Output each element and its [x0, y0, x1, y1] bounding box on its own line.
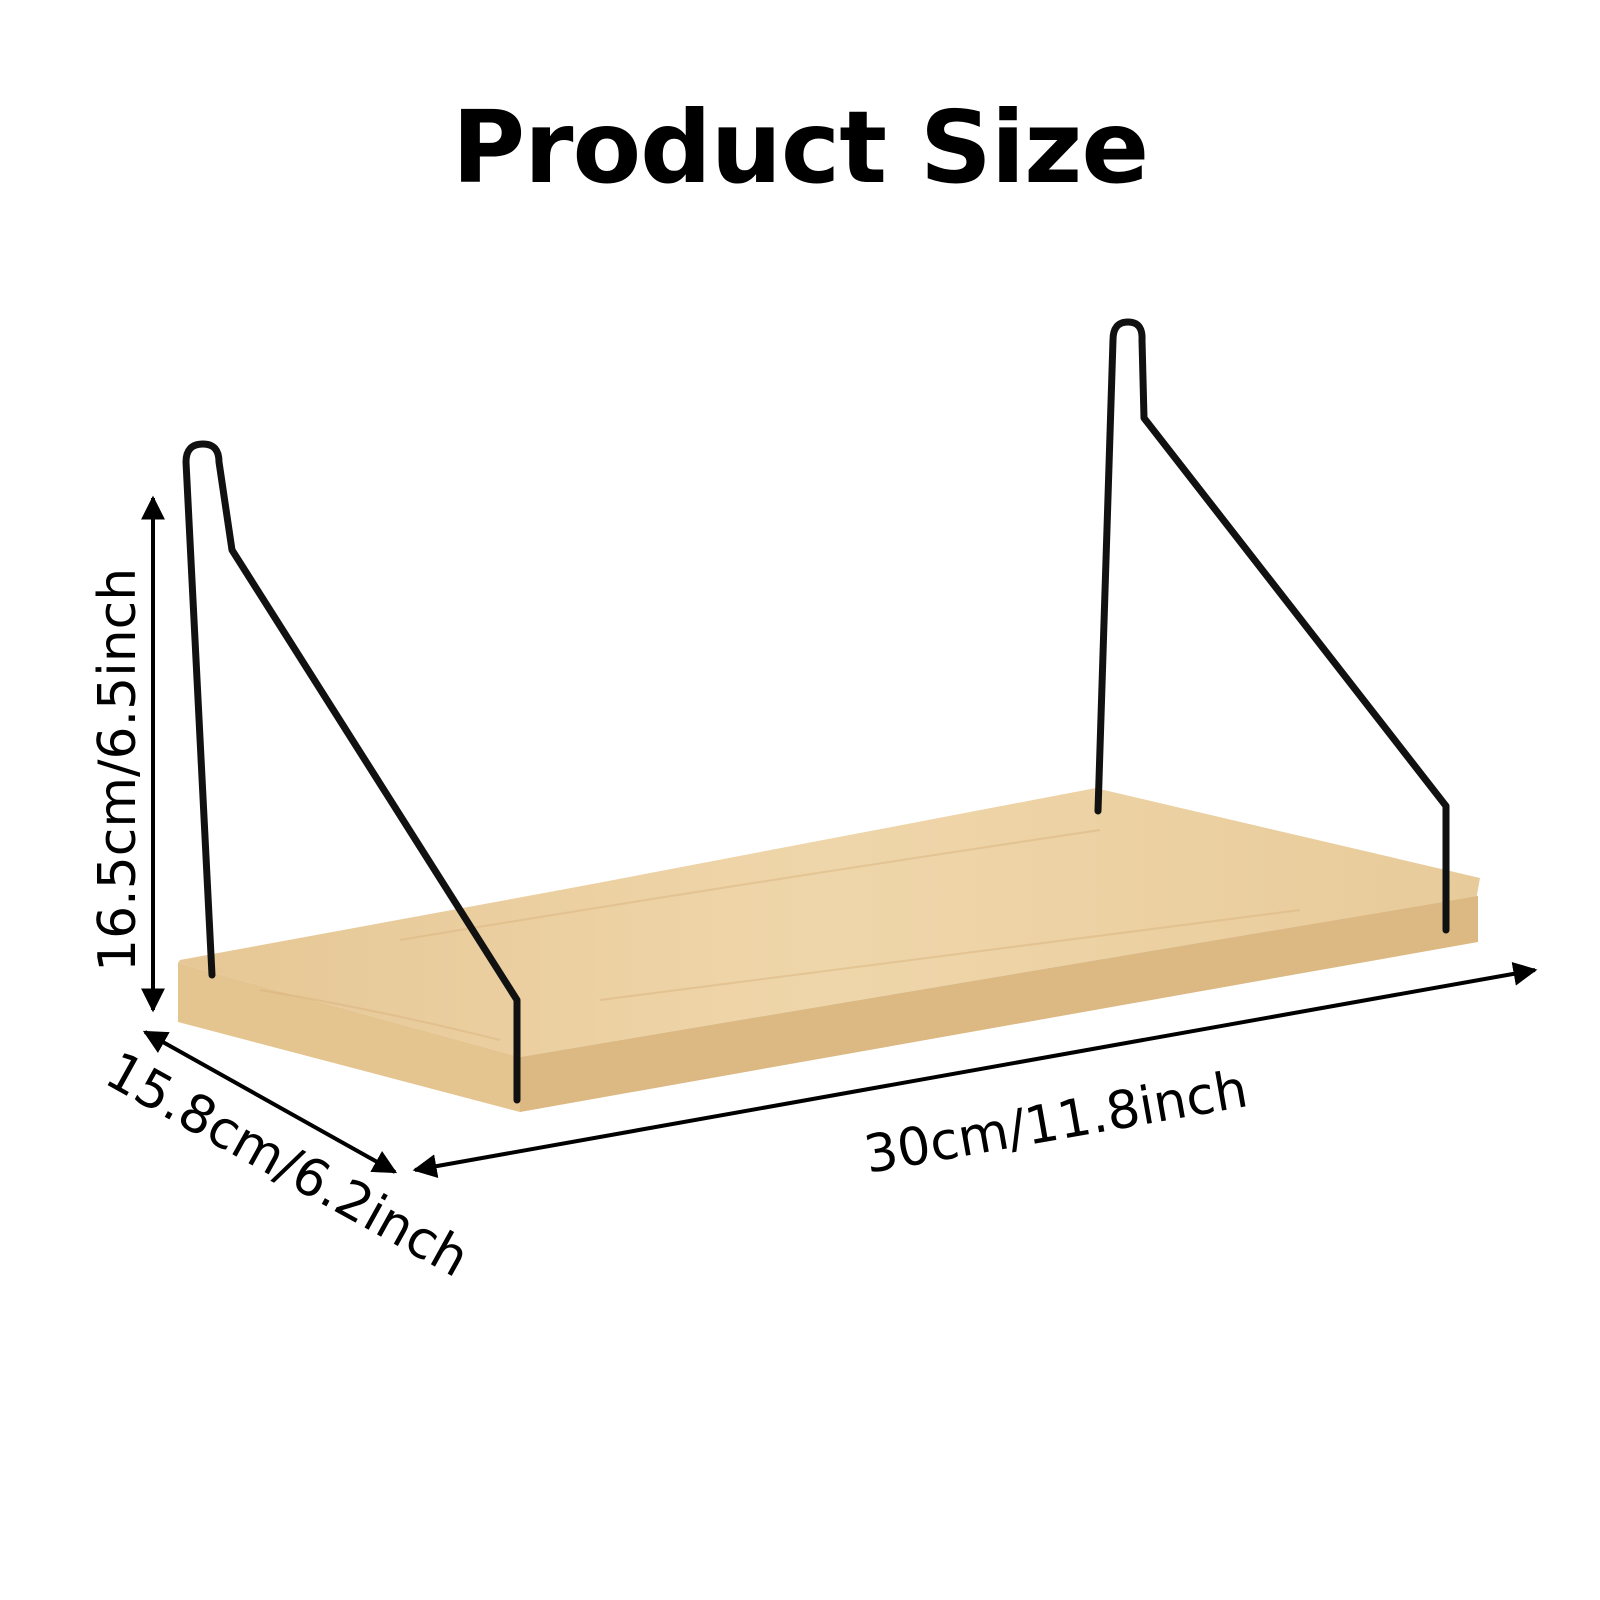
height-dimension-label: 16.5cm/6.5inch [88, 568, 148, 972]
wooden-shelf-board [178, 788, 1480, 1112]
width-dimension-arrow [412, 961, 1538, 1179]
depth-dimension-arrow [142, 1030, 398, 1174]
wire-bracket-left [182, 440, 521, 1104]
page-title: Product Size [451, 89, 1149, 206]
wire-bracket-right [1094, 318, 1450, 934]
